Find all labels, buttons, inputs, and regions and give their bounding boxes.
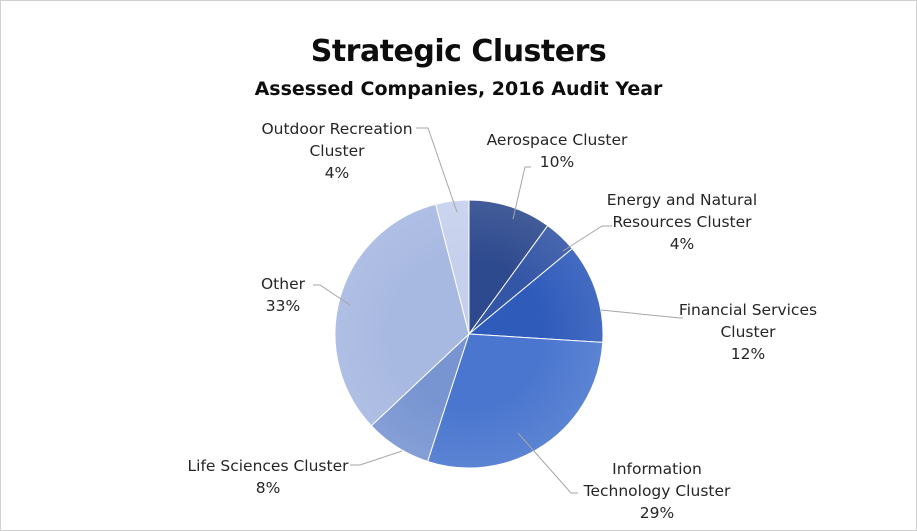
slice-percent-label: 10% [539, 153, 575, 171]
leader-line-3 [517, 432, 578, 494]
slice-label-line: Other [260, 275, 305, 293]
leader-line-4 [350, 450, 403, 466]
slice-label-0: Aerospace Cluster 10% [487, 129, 628, 173]
leader-line-0 [512, 166, 531, 220]
slice-label-line: Outdoor Recreation [261, 120, 413, 138]
slice-label-2: Financial Services Cluster 12% [679, 299, 817, 365]
pie-slices [334, 199, 604, 469]
slice-label-line: Information [612, 460, 702, 478]
slice-label-line: Resources Cluster [612, 213, 752, 231]
leader-line-1 [562, 225, 612, 252]
slice-label-line: Life Sciences Cluster [187, 457, 349, 475]
slice-label-3: Information Technology Cluster 29% [584, 458, 731, 524]
slice-label-4: Life Sciences Cluster 8% [188, 455, 349, 499]
leader-line-6 [416, 127, 458, 213]
slice-label-line: Cluster [720, 323, 776, 341]
slice-label-line: Financial Services [678, 301, 818, 319]
chart-subtitle: Assessed Companies, 2016 Audit Year [254, 78, 663, 100]
slice-label-5: Other 33% [261, 273, 305, 317]
leader-lines [313, 127, 683, 494]
slice-label-line: Cluster [309, 142, 365, 160]
slice-percent-label: 4% [324, 164, 350, 182]
slice-percent-label: 4% [669, 235, 695, 253]
slice-label-line: Aerospace Cluster [486, 131, 628, 149]
leader-line-2 [600, 309, 683, 319]
slice-percent-label: 29% [639, 504, 675, 522]
slice-percent-label: 8% [255, 479, 281, 497]
slice-label-6: Outdoor Recreation Cluster 4% [261, 118, 412, 184]
chart-title: Strategic Clusters [310, 34, 607, 69]
slice-label-line: Energy and Natural [606, 191, 758, 209]
leader-line-5 [313, 284, 351, 306]
slice-label-1: Energy and Natural Resources Cluster 4% [607, 189, 757, 255]
pie-shade [335, 200, 603, 468]
slice-percent-label: 33% [265, 297, 301, 315]
slice-percent-label: 12% [730, 345, 766, 363]
slice-label-line: Technology Cluster [583, 482, 731, 500]
